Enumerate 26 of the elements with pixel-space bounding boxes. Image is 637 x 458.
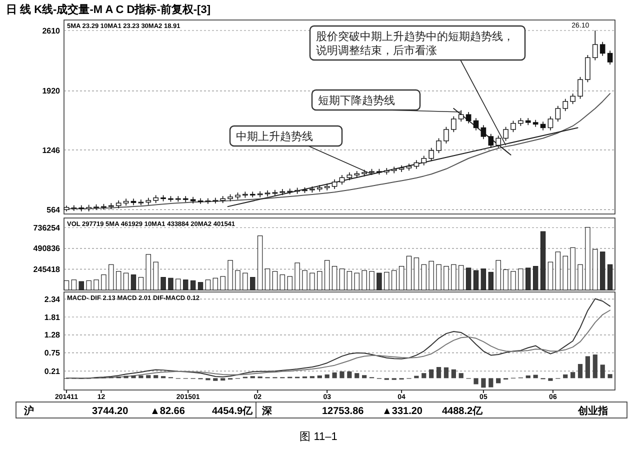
- y-tick-label: 245418: [33, 265, 61, 274]
- text: 创业指: [577, 405, 608, 417]
- text: 4488.2亿: [442, 405, 484, 417]
- y-tick-label: 490836: [33, 244, 61, 254]
- text: ▲82.66: [150, 406, 186, 417]
- y-tick-label: 1920: [42, 86, 61, 96]
- annotation: 股价突破中期上升趋势中的短期趋势线，说明调整结束，后市看涨: [316, 30, 514, 57]
- y-tick-label: 736254: [33, 223, 61, 232]
- y-tick-label: 564: [46, 206, 61, 215]
- y-tick-label: 0.75: [44, 348, 61, 358]
- y-tick-label: 1.81: [44, 312, 61, 322]
- text: 沪: [23, 405, 34, 417]
- chart-title: 日 线 K线-成交量-M A C D指标-前复权-[3]: [6, 3, 211, 16]
- y-tick-label: 1246: [42, 146, 61, 155]
- annotation: 中期上升趋势线: [236, 130, 313, 143]
- text: 4454.9亿: [212, 405, 254, 417]
- y-tick-label: 0.21: [44, 366, 61, 376]
- y-tick-label: 2610: [42, 26, 61, 36]
- y-tick-label: 1.28: [44, 330, 61, 340]
- text: ▲331.20: [382, 406, 423, 417]
- text: 12753.86: [322, 406, 364, 417]
- annotation: 短期下降趋势线: [318, 94, 395, 107]
- caption: 图 11–1: [300, 431, 338, 443]
- text: 3744.20: [92, 406, 129, 417]
- y-tick-label: 2.34: [44, 294, 61, 304]
- text: 深: [261, 405, 273, 417]
